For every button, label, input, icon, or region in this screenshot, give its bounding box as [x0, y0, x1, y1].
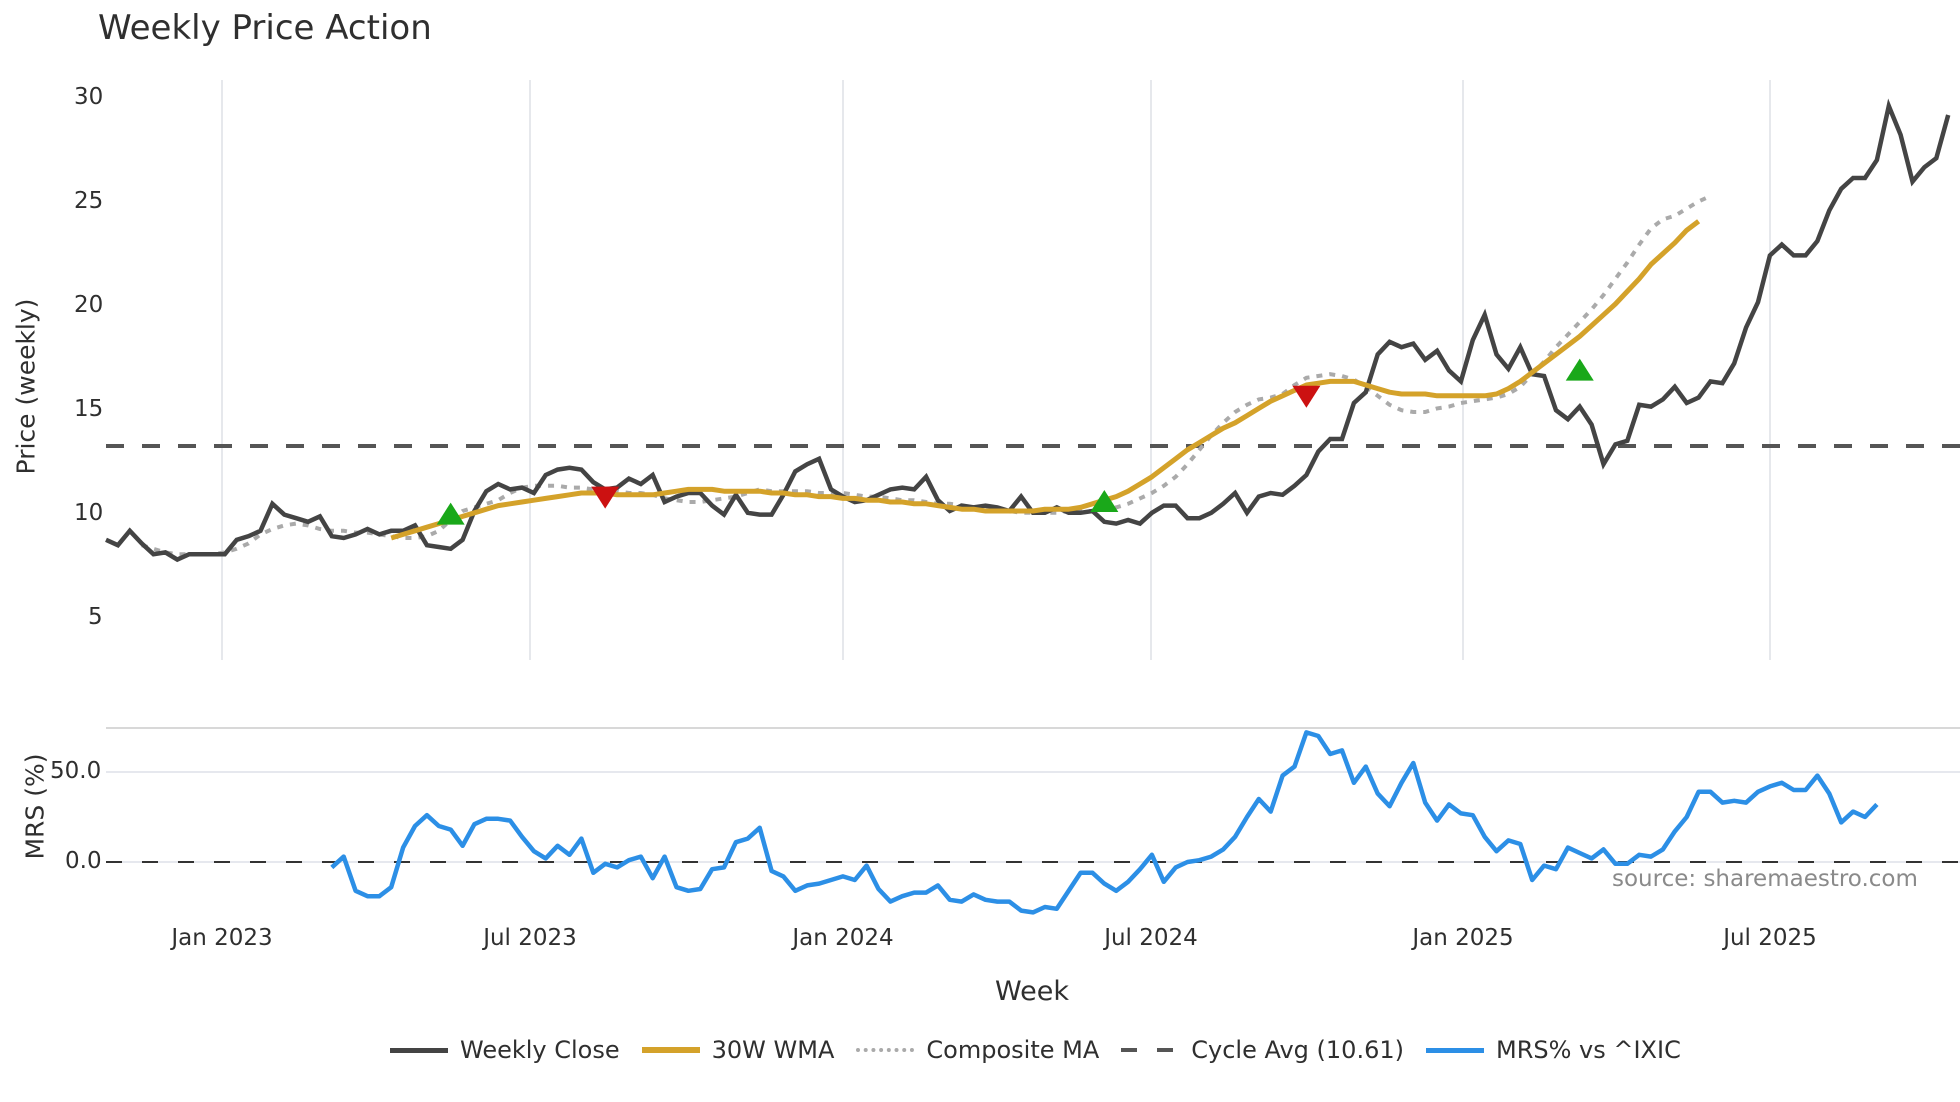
sell-signal-triangle-icon: [591, 486, 620, 509]
weekly-close-line: [105, 98, 1951, 563]
mrs-axis-label: MRS (%): [20, 753, 50, 860]
buy-signal-triangle-icon: [1090, 490, 1119, 512]
legend-label: Composite MA: [926, 1036, 1100, 1064]
legend-item-wma: 30W WMA: [641, 1036, 835, 1064]
legend-swatch-solid-blue: [1425, 1047, 1484, 1053]
mrs-tick-50: 50.0: [50, 758, 102, 784]
mrs-line: [330, 730, 1879, 915]
price-tick-25: 25: [74, 188, 104, 214]
price-tick-20: 20: [74, 292, 104, 318]
legend: Weekly Close 30W WMA Composite MA Cycle …: [390, 1036, 1703, 1064]
buy-signal-triangle-icon: [1565, 358, 1594, 381]
legend-label: MRS% vs ^IXIC: [1495, 1036, 1681, 1064]
legend-item-cycle-avg: Cycle Avg (10.61): [1121, 1036, 1404, 1064]
legend-swatch-dashed: [1121, 1048, 1180, 1052]
x-tick-jul-2023: Jul 2023: [483, 925, 577, 951]
gridlines: [221, 80, 1771, 660]
legend-label: Weekly Close: [460, 1036, 620, 1064]
x-tick-jan-2023: Jan 2023: [171, 925, 273, 951]
legend-item-composite-ma: Composite MA: [856, 1036, 1099, 1064]
legend-item-mrs: MRS% vs ^IXIC: [1425, 1036, 1681, 1064]
legend-label: 30W WMA: [711, 1036, 835, 1064]
composite-ma-line: [141, 194, 1712, 557]
buy-signal-triangle-icon: [436, 502, 465, 525]
x-axis-label: Week: [995, 976, 1069, 1007]
legend-swatch-dotted-gray: [856, 1048, 915, 1052]
price-tick-30: 30: [74, 84, 104, 110]
sell-signal-triangle-icon: [1292, 385, 1321, 408]
legend-item-weekly-close: Weekly Close: [390, 1036, 620, 1064]
price-axis-label: Price (weekly): [11, 298, 41, 475]
source-credit: source: sharemaestro.com: [1612, 866, 1918, 892]
x-tick-jul-2024: Jul 2024: [1104, 925, 1198, 951]
legend-swatch-solid-dark: [390, 1047, 448, 1053]
x-tick-jan-2024: Jan 2024: [792, 925, 894, 951]
mrs-tick-0: 0.0: [65, 848, 102, 874]
legend-swatch-solid-gold: [641, 1047, 700, 1053]
price-tick-5: 5: [88, 604, 103, 630]
price-tick-15: 15: [74, 396, 104, 422]
x-tick-jan-2025: Jan 2025: [1412, 925, 1514, 951]
signal-markers: [436, 358, 1594, 525]
x-tick-jul-2025: Jul 2025: [1723, 925, 1817, 951]
chart-title: Weekly Price Action: [98, 8, 432, 48]
legend-label: Cycle Avg (10.61): [1191, 1036, 1404, 1064]
price-tick-10: 10: [74, 500, 104, 526]
